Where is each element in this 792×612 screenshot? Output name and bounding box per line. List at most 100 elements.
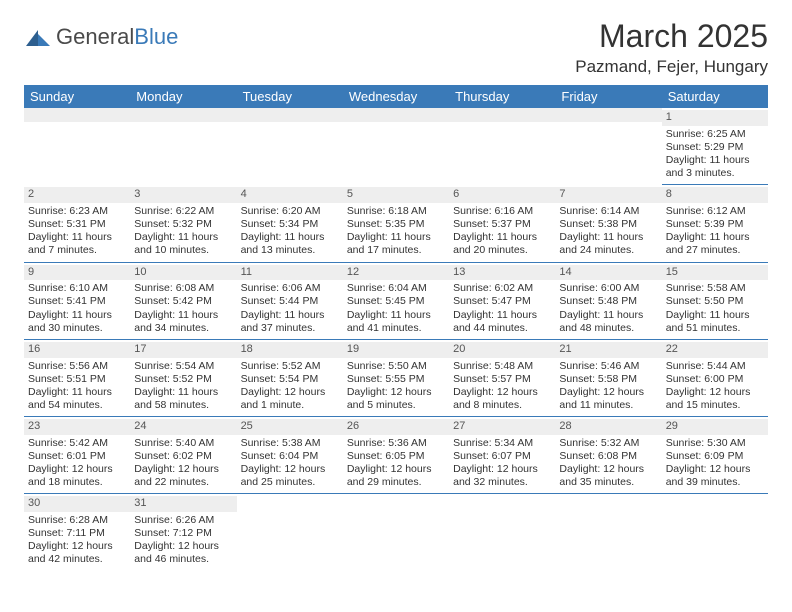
day-number: 4: [237, 187, 343, 203]
day-box: 11Sunrise: 6:06 AMSunset: 5:44 PMDayligh…: [237, 263, 343, 339]
day-number: 9: [24, 265, 130, 281]
day-number: 13: [449, 265, 555, 281]
sunset-text: Sunset: 5:48 PM: [559, 295, 657, 308]
sunset-text: Sunset: 5:45 PM: [347, 295, 445, 308]
calendar-week-row: 1 Sunrise: 6:25 AMSunset: 5:29 PMDaylight…: [24, 108, 768, 185]
calendar-cell: 6Sunrise: 6:16 AMSunset: 5:37 PMDaylight…: [449, 185, 555, 262]
calendar-cell: [449, 494, 555, 571]
day-box: 22Sunrise: 5:44 AMSunset: 6:00 PMDayligh…: [662, 340, 768, 416]
daylight-text: Daylight: 11 hours: [559, 231, 657, 244]
day-box: 7Sunrise: 6:14 AMSunset: 5:38 PMDaylight…: [555, 185, 661, 261]
daylight-text: and 7 minutes.: [28, 244, 126, 257]
weekday-header: Thursday: [449, 85, 555, 108]
day-number: 17: [130, 342, 236, 358]
day-number: 1: [662, 110, 768, 126]
day-info: Sunrise: 5:40 AMSunset: 6:02 PMDaylight:…: [134, 437, 232, 490]
calendar-cell: [237, 494, 343, 571]
sunrise-text: Sunrise: 5:50 AM: [347, 360, 445, 373]
daylight-text: and 34 minutes.: [134, 322, 232, 335]
sunset-text: Sunset: 5:51 PM: [28, 373, 126, 386]
sunrise-text: Sunrise: 6:16 AM: [453, 205, 551, 218]
daylight-text: Daylight: 11 hours: [134, 309, 232, 322]
day-box: 16Sunrise: 5:56 AMSunset: 5:51 PMDayligh…: [24, 340, 130, 416]
sunset-text: Sunset: 5:55 PM: [347, 373, 445, 386]
calendar-cell: 13Sunrise: 6:02 AMSunset: 5:47 PMDayligh…: [449, 262, 555, 339]
day-info: Sunrise: 5:58 AMSunset: 5:50 PMDaylight:…: [666, 282, 764, 335]
daylight-text: Daylight: 11 hours: [28, 386, 126, 399]
day-info: Sunrise: 6:04 AMSunset: 5:45 PMDaylight:…: [347, 282, 445, 335]
calendar-cell: 22Sunrise: 5:44 AMSunset: 6:00 PMDayligh…: [662, 339, 768, 416]
day-box: 29Sunrise: 5:30 AMSunset: 6:09 PMDayligh…: [662, 417, 768, 493]
sunrise-text: Sunrise: 5:40 AM: [134, 437, 232, 450]
daylight-text: Daylight: 12 hours: [347, 386, 445, 399]
sunrise-text: Sunrise: 5:48 AM: [453, 360, 551, 373]
daylight-text: and 20 minutes.: [453, 244, 551, 257]
day-info: Sunrise: 6:25 AMSunset: 5:29 PMDaylight:…: [666, 128, 764, 181]
day-number: 3: [130, 187, 236, 203]
daylight-text: Daylight: 12 hours: [347, 463, 445, 476]
sunset-text: Sunset: 5:52 PM: [134, 373, 232, 386]
day-info: Sunrise: 6:28 AMSunset: 7:11 PMDaylight:…: [28, 514, 126, 567]
daylight-text: and 5 minutes.: [347, 399, 445, 412]
calendar-cell: 29Sunrise: 5:30 AMSunset: 6:09 PMDayligh…: [662, 417, 768, 494]
sunrise-text: Sunrise: 5:52 AM: [241, 360, 339, 373]
sunset-text: Sunset: 6:00 PM: [666, 373, 764, 386]
empty-day: [237, 108, 343, 122]
day-info: Sunrise: 6:23 AMSunset: 5:31 PMDaylight:…: [28, 205, 126, 258]
daylight-text: Daylight: 12 hours: [241, 463, 339, 476]
day-box: 19Sunrise: 5:50 AMSunset: 5:55 PMDayligh…: [343, 340, 449, 416]
daylight-text: Daylight: 12 hours: [241, 386, 339, 399]
day-box: 28Sunrise: 5:32 AMSunset: 6:08 PMDayligh…: [555, 417, 661, 493]
day-info: Sunrise: 5:54 AMSunset: 5:52 PMDaylight:…: [134, 360, 232, 413]
day-box: 31Sunrise: 6:26 AMSunset: 7:12 PMDayligh…: [130, 494, 236, 570]
day-number: 14: [555, 265, 661, 281]
daylight-text: Daylight: 12 hours: [28, 540, 126, 553]
sunset-text: Sunset: 5:39 PM: [666, 218, 764, 231]
daylight-text: and 39 minutes.: [666, 476, 764, 489]
sunrise-text: Sunrise: 6:22 AM: [134, 205, 232, 218]
sunrise-text: Sunrise: 5:46 AM: [559, 360, 657, 373]
empty-day: [555, 108, 661, 122]
day-info: Sunrise: 6:06 AMSunset: 5:44 PMDaylight:…: [241, 282, 339, 335]
daylight-text: Daylight: 12 hours: [453, 463, 551, 476]
day-number: 23: [24, 419, 130, 435]
calendar-week-row: 16Sunrise: 5:56 AMSunset: 5:51 PMDayligh…: [24, 339, 768, 416]
calendar-cell: 7Sunrise: 6:14 AMSunset: 5:38 PMDaylight…: [555, 185, 661, 262]
calendar-cell: 18 Sunrise: 5:52 AMSunset: 5:54 PMDayligh…: [237, 339, 343, 416]
month-year: March 2025: [575, 18, 768, 55]
sunrise-text: Sunrise: 6:14 AM: [559, 205, 657, 218]
daylight-text: and 58 minutes.: [134, 399, 232, 412]
weekday-header: Wednesday: [343, 85, 449, 108]
calendar-cell: 12Sunrise: 6:04 AMSunset: 5:45 PMDayligh…: [343, 262, 449, 339]
calendar-cell: 15Sunrise: 5:58 AMSunset: 5:50 PMDayligh…: [662, 262, 768, 339]
day-number: 31: [130, 496, 236, 512]
calendar-cell: 2Sunrise: 6:23 AMSunset: 5:31 PMDaylight…: [24, 185, 130, 262]
daylight-text: Daylight: 11 hours: [28, 231, 126, 244]
calendar-cell: [130, 108, 236, 185]
day-info: Sunrise: 6:16 AMSunset: 5:37 PMDaylight:…: [453, 205, 551, 258]
sunrise-text: Sunrise: 6:28 AM: [28, 514, 126, 527]
daylight-text: Daylight: 11 hours: [134, 386, 232, 399]
daylight-text: Daylight: 12 hours: [28, 463, 126, 476]
daylight-text: and 3 minutes.: [666, 167, 764, 180]
day-info: Sunrise: 5:32 AMSunset: 6:08 PMDaylight:…: [559, 437, 657, 490]
calendar-cell: 19Sunrise: 5:50 AMSunset: 5:55 PMDayligh…: [343, 339, 449, 416]
sunset-text: Sunset: 5:34 PM: [241, 218, 339, 231]
sunset-text: Sunset: 5:54 PM: [241, 373, 339, 386]
sunset-text: Sunset: 5:37 PM: [453, 218, 551, 231]
sunrise-text: Sunrise: 6:26 AM: [134, 514, 232, 527]
day-info: Sunrise: 6:08 AMSunset: 5:42 PMDaylight:…: [134, 282, 232, 335]
sunset-text: Sunset: 5:42 PM: [134, 295, 232, 308]
day-box: 8Sunrise: 6:12 AMSunset: 5:39 PMDaylight…: [662, 185, 768, 261]
daylight-text: and 29 minutes.: [347, 476, 445, 489]
daylight-text: and 24 minutes.: [559, 244, 657, 257]
day-number: 18: [237, 342, 343, 358]
sunset-text: Sunset: 5:47 PM: [453, 295, 551, 308]
daylight-text: Daylight: 11 hours: [453, 231, 551, 244]
sunset-text: Sunset: 5:58 PM: [559, 373, 657, 386]
calendar-cell: 20Sunrise: 5:48 AMSunset: 5:57 PMDayligh…: [449, 339, 555, 416]
day-box: 2Sunrise: 6:23 AMSunset: 5:31 PMDaylight…: [24, 185, 130, 261]
daylight-text: and 32 minutes.: [453, 476, 551, 489]
daylight-text: Daylight: 12 hours: [666, 386, 764, 399]
calendar-cell: 11Sunrise: 6:06 AMSunset: 5:44 PMDayligh…: [237, 262, 343, 339]
